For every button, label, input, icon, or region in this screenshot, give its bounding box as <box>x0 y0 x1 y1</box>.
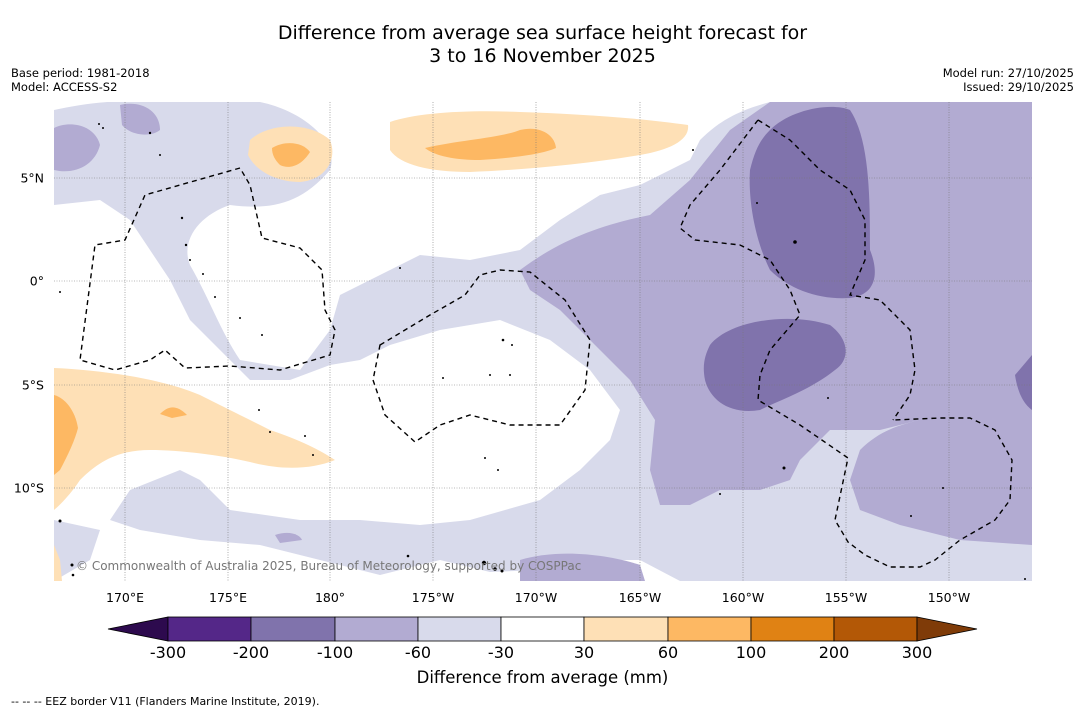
model-name: Model: ACCESS-S2 <box>11 80 118 94</box>
lon-label: 175°W <box>411 590 455 605</box>
lon-label: 150°W <box>927 590 971 605</box>
colorbar-tick: -60 <box>404 643 432 662</box>
colorbar-tick: 300 <box>901 643 933 662</box>
model-info: Base period: 1981-2018 Model: ACCESS-S2 <box>11 66 150 94</box>
graticule <box>54 102 1032 581</box>
colorbar-tick: 30 <box>573 643 595 662</box>
colorbar-segment <box>334 616 419 642</box>
lon-label: 155°W <box>824 590 868 605</box>
base-period: Base period: 1981-2018 <box>11 66 150 80</box>
colorbar-segment <box>833 616 918 642</box>
eez-footnote: -- -- -- EEZ border V11 (Flanders Marine… <box>11 695 320 708</box>
copyright-notice: © Commonwealth of Australia 2025, Bureau… <box>76 559 582 573</box>
colorbar-tick: 200 <box>818 643 850 662</box>
colorbar-segment <box>667 616 752 642</box>
title-line-1: Difference from average sea surface heig… <box>277 22 808 44</box>
colorbar-tick: 100 <box>735 643 767 662</box>
eez-borders <box>79 119 1013 568</box>
map-title: Difference from average sea surface heig… <box>0 22 1085 68</box>
colorbar-extend-low <box>107 616 169 642</box>
colorbar-segment <box>750 616 835 642</box>
colorbar-segment <box>417 616 502 642</box>
colorbar-segment <box>500 616 585 642</box>
colorbar-label: Difference from average (mm) <box>416 668 669 687</box>
colorbar-tick: 60 <box>657 643 679 662</box>
colorbar-segment <box>583 616 669 642</box>
colorbar-segment <box>167 616 252 642</box>
issued-date: Issued: 29/10/2025 <box>963 80 1074 94</box>
lon-label: 165°W <box>618 590 662 605</box>
anomaly-positive-areas <box>54 111 689 581</box>
lat-label: 10°S <box>13 480 44 496</box>
lon-label: 180° <box>314 590 346 605</box>
colorbar-segment <box>250 616 336 642</box>
colorbar-tick: -30 <box>487 643 515 662</box>
colorbar-tick: -300 <box>149 643 187 662</box>
title-line-2: 3 to 16 November 2025 <box>429 45 656 67</box>
run-info: Model run: 27/10/2025 Issued: 29/10/2025 <box>943 66 1074 94</box>
model-run: Model run: 27/10/2025 <box>942 66 1074 80</box>
lon-label: 170°E <box>105 590 145 605</box>
islands <box>58 123 1026 580</box>
colorbar-extend-high <box>916 616 978 642</box>
colorbar-tick: -200 <box>232 643 270 662</box>
lon-label: 175°E <box>208 590 248 605</box>
lat-label: 0° <box>29 273 44 289</box>
lon-label: 160°W <box>721 590 765 605</box>
lon-label: 170°W <box>514 590 558 605</box>
lat-label: 5°N <box>20 170 44 186</box>
anomaly-level-minus-100 <box>703 106 1032 411</box>
colorbar-tick: -100 <box>316 643 354 662</box>
lat-label: 5°S <box>21 377 44 393</box>
